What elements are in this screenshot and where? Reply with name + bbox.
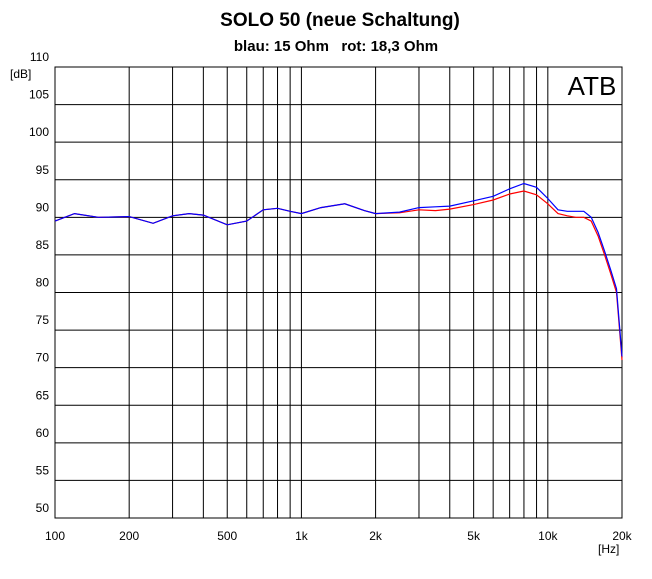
annotation: ATB <box>568 71 617 101</box>
y-tick-label: 90 <box>36 200 50 214</box>
y-tick-label: 50 <box>36 501 50 515</box>
y-tick-label: 80 <box>36 276 50 290</box>
x-tick-label: 200 <box>119 529 139 543</box>
y-tick-label: 105 <box>29 88 49 102</box>
x-tick-label: 5k <box>467 529 481 543</box>
x-tick-label: 500 <box>217 529 237 543</box>
x-tick-label: 10k <box>538 529 558 543</box>
y-tick-label: 110 <box>30 50 49 64</box>
y-tick-label: 65 <box>36 388 50 402</box>
series-line <box>54 182 623 357</box>
x-tick-label: 20k <box>612 529 632 543</box>
y-tick-label: 95 <box>36 163 50 177</box>
x-tick-label: 100 <box>45 529 65 543</box>
x-axis-label: [Hz] <box>598 542 619 556</box>
y-tick-label: 55 <box>36 463 50 477</box>
y-tick-label: 100 <box>29 125 49 139</box>
x-tick-label: 2k <box>369 529 383 543</box>
y-tick-label: 60 <box>36 426 50 440</box>
chart-subtitle: blau: 15 Ohm rot: 18,3 Ohm <box>234 38 438 55</box>
y-axis-label: [dB] <box>10 67 31 81</box>
y-tick-label: 70 <box>36 351 50 365</box>
x-tick-label: 1k <box>295 529 309 543</box>
y-tick-label: 85 <box>36 238 50 252</box>
chart-title: SOLO 50 (neue Schaltung) <box>220 10 460 31</box>
y-tick-label: 75 <box>36 313 50 327</box>
